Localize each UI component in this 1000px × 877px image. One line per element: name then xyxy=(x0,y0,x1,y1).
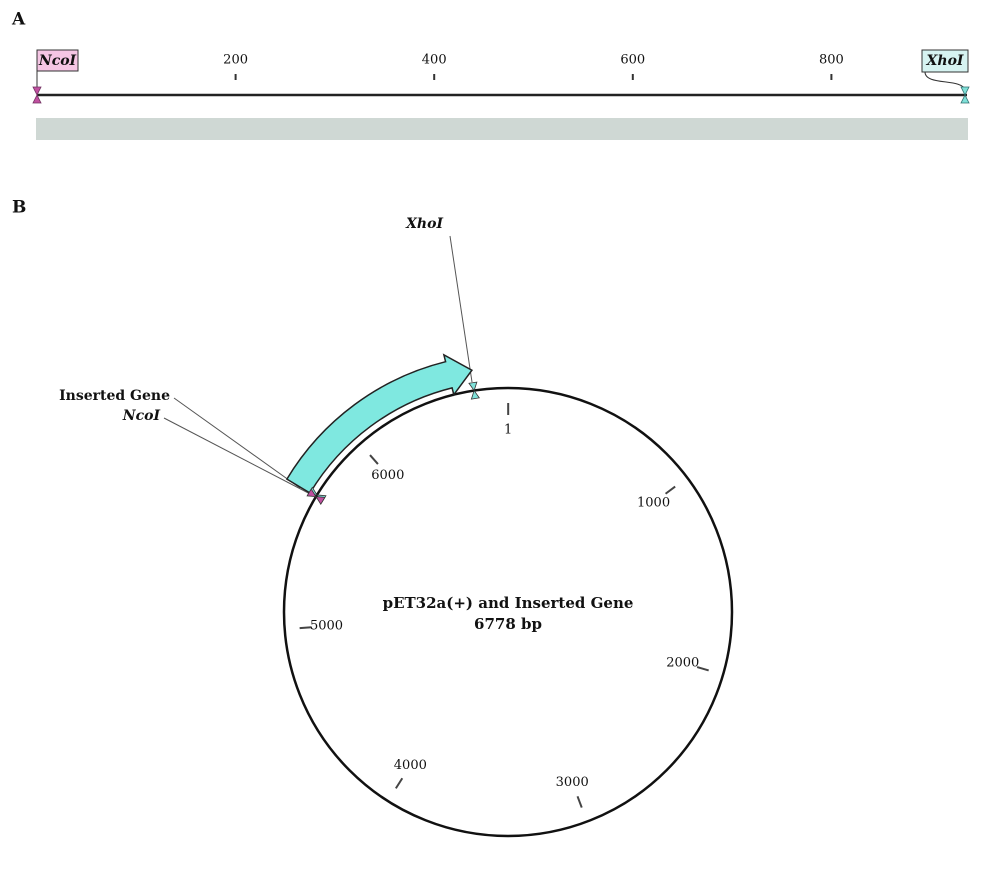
site-marker xyxy=(960,86,970,104)
map-tick xyxy=(369,454,379,465)
map-tick xyxy=(576,795,583,808)
site-label: XhoI xyxy=(405,216,443,232)
map-tick-label: 3000 xyxy=(556,775,589,790)
plasmid-length: 6778 bp xyxy=(474,615,542,633)
map-tick xyxy=(395,777,404,789)
leader-line xyxy=(173,397,301,489)
site-label: XhoI xyxy=(926,53,964,69)
map-tick-label: 1 xyxy=(504,423,512,438)
ruler-tick-label: 400 xyxy=(422,53,447,68)
ruler-tick-label: 600 xyxy=(620,53,645,68)
site-label: NcoI xyxy=(122,408,161,424)
gene-bar xyxy=(36,118,968,140)
plasmid-backbone xyxy=(282,386,734,838)
site-box xyxy=(36,49,79,72)
ruler-tick-label: 200 xyxy=(223,53,248,68)
map-tick-label: 4000 xyxy=(394,758,427,773)
ruler-tick-label: 800 xyxy=(819,53,844,68)
feature-label: Inserted Gene xyxy=(59,388,170,404)
map-tick-label: 5000 xyxy=(310,619,343,634)
leader-line xyxy=(163,417,317,498)
site-marker xyxy=(306,488,326,505)
map-tick xyxy=(696,666,709,672)
panel-label: A xyxy=(11,10,26,30)
site-label: NcoI xyxy=(38,53,77,69)
site-marker xyxy=(32,86,42,104)
feature-arrow xyxy=(285,353,474,495)
plasmid-name: pET32a(+) and Inserted Gene xyxy=(383,594,634,612)
panel-label: B xyxy=(12,198,26,218)
site-box xyxy=(921,49,969,73)
site-marker xyxy=(468,381,480,400)
map-tick xyxy=(664,485,676,495)
map-tick xyxy=(299,626,312,630)
map-tick-label: 2000 xyxy=(666,655,699,670)
map-tick-label: 6000 xyxy=(371,468,404,483)
site-connector xyxy=(924,71,966,91)
map-tick-label: 1000 xyxy=(637,495,670,510)
leader-line xyxy=(449,235,473,383)
